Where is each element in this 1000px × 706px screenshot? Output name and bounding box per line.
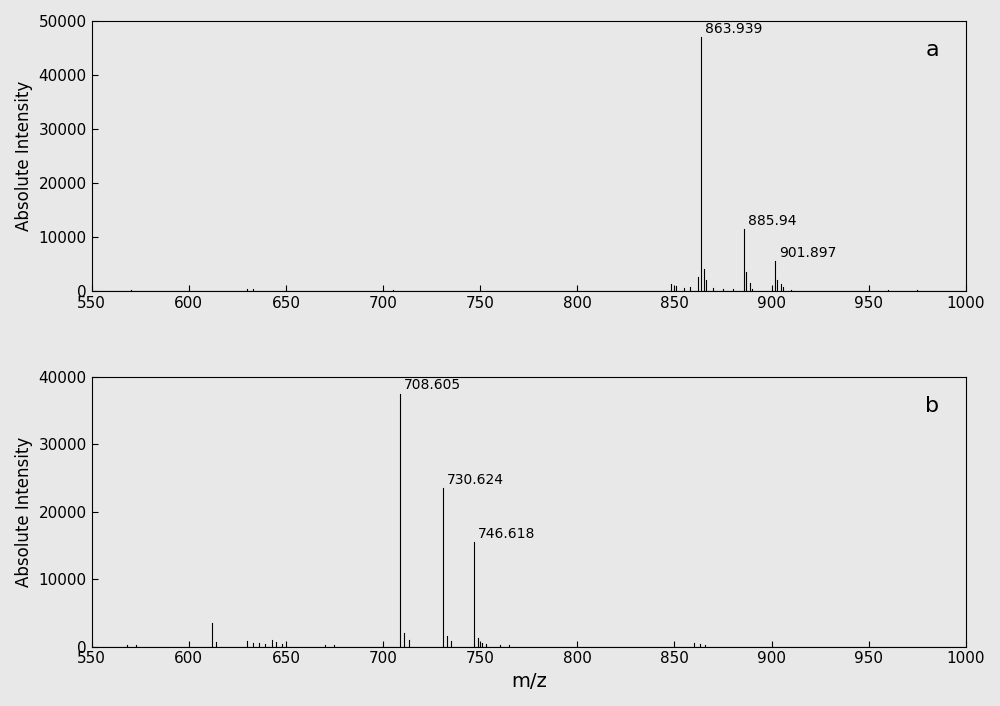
Text: 730.624: 730.624	[446, 473, 503, 487]
Text: 746.618: 746.618	[477, 527, 535, 541]
X-axis label: m/z: m/z	[511, 672, 547, 691]
Y-axis label: Absolute Intensity: Absolute Intensity	[15, 436, 33, 587]
Text: 885.94: 885.94	[748, 213, 797, 227]
Y-axis label: Absolute Intensity: Absolute Intensity	[15, 80, 33, 231]
Text: 708.605: 708.605	[404, 378, 461, 393]
Text: b: b	[925, 396, 940, 416]
Text: a: a	[926, 40, 940, 60]
Text: 901.897: 901.897	[779, 246, 836, 260]
Text: 863.939: 863.939	[705, 22, 763, 35]
